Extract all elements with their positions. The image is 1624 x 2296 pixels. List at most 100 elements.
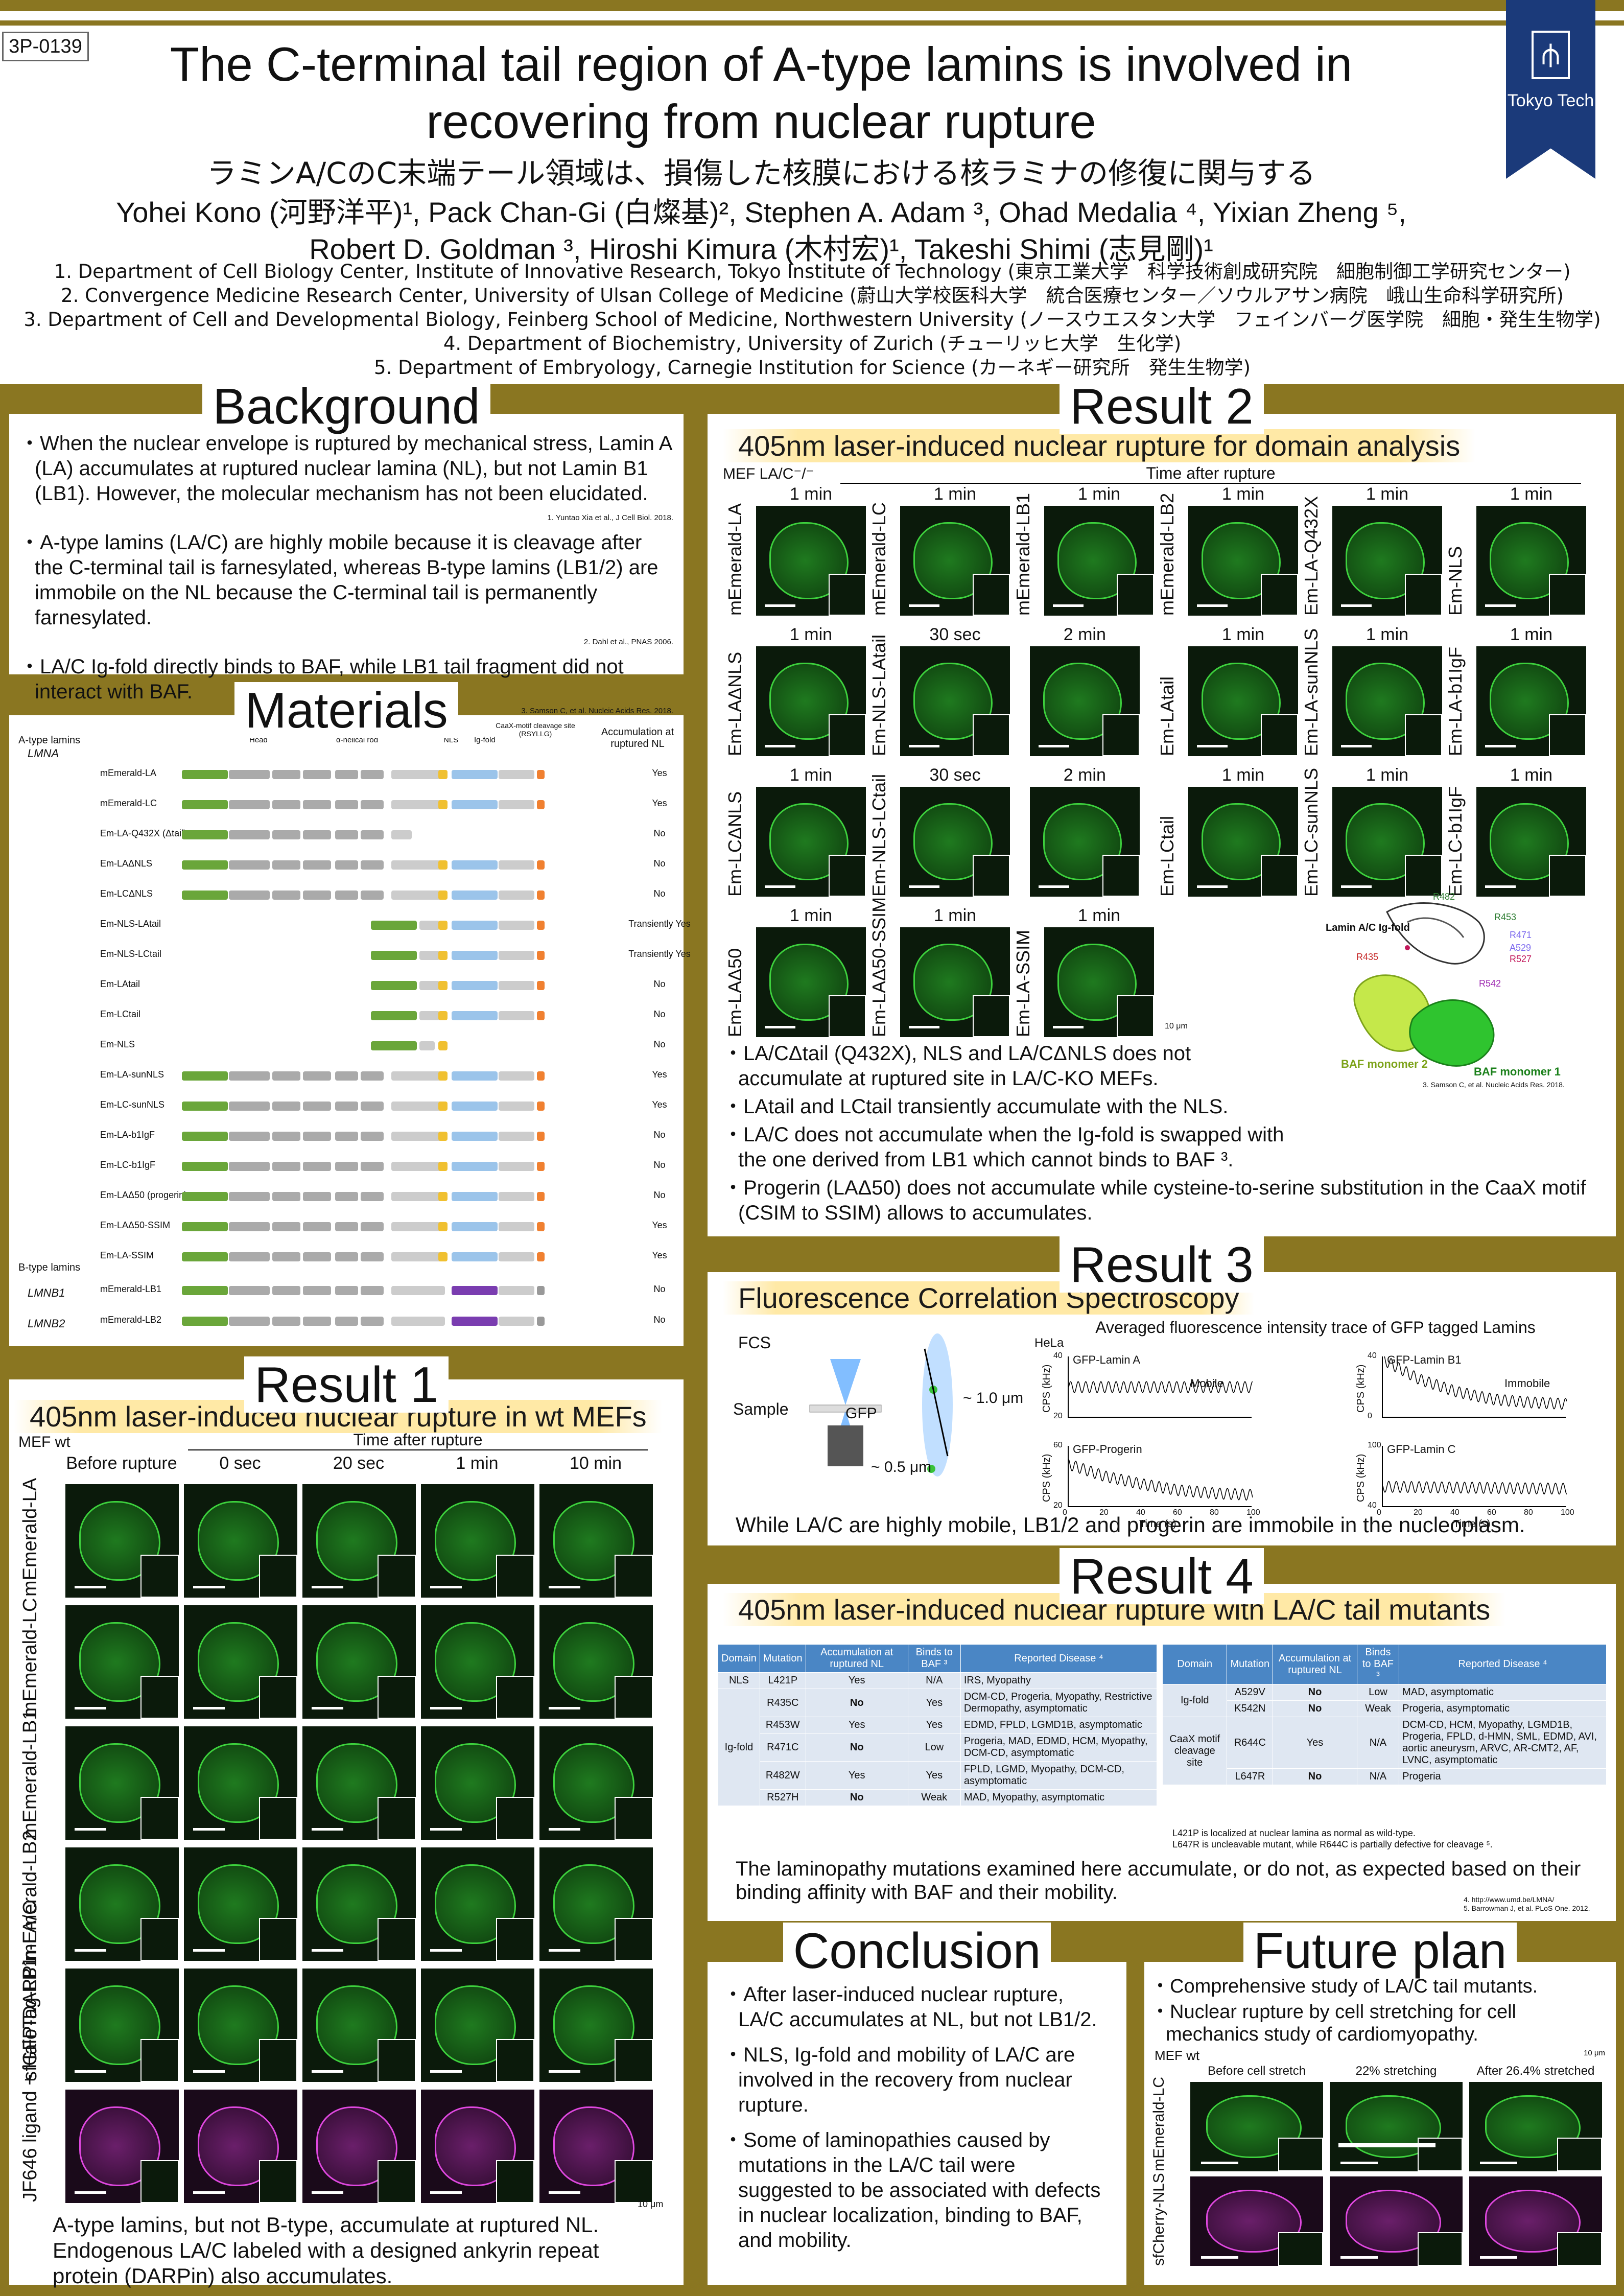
domain-segment	[182, 800, 228, 809]
domain-segment	[452, 1192, 498, 1201]
microscopy-image	[539, 1484, 653, 1598]
domain-segment	[182, 1162, 228, 1171]
construct-name: Em-LCΔNLS	[100, 888, 153, 899]
domain-segment	[303, 770, 331, 779]
microscopy-image	[1190, 2082, 1323, 2171]
scale-bar	[548, 2191, 580, 2194]
microscopy-image	[184, 2090, 297, 2203]
column-header: Reported Disease ⁴	[1399, 1644, 1607, 1684]
baf-monomer-2-label: BAF monomer 2	[1341, 1058, 1428, 1070]
construct-name: Em-LAΔNLS	[100, 858, 153, 869]
domain-segment	[229, 891, 270, 900]
domain-segment	[537, 1132, 545, 1141]
y-tick-label: 40	[1053, 1351, 1063, 1360]
domain-segment	[303, 1192, 331, 1201]
table-note: L647R is uncleavable mutant, while R644C…	[1172, 1839, 1493, 1849]
domain-segment	[537, 1011, 545, 1020]
reference: 1. Yuntao Xia et al., J Cell Biol. 2018.	[547, 513, 673, 522]
bullet: ・LA/C Ig-fold directly binds to BAF, whi…	[19, 655, 624, 703]
reference: 3. Samson C, et al. Nucleic Acids Res. 2…	[521, 707, 673, 715]
domain-segment	[438, 891, 448, 900]
microscopy-image	[756, 787, 866, 897]
domain-segment	[438, 800, 448, 809]
zoom-inset	[614, 1917, 653, 1961]
microscopy-image	[539, 1605, 653, 1719]
column-label: 1 min	[456, 1454, 499, 1473]
domain-segment	[452, 1252, 498, 1261]
future-panel: ・Comprehensive study of LA/C tail mutant…	[1144, 1962, 1616, 2285]
result3-title: Result 3	[708, 1236, 1616, 1293]
result2-bullets: ・LA/CΔtail (Q432X), NLS and LA/CΔNLS doe…	[723, 1041, 1591, 1229]
affiliation: 5. Department of Embryology, Carnegie In…	[374, 357, 1251, 379]
domain-segment	[272, 1162, 300, 1171]
microscopy-image	[65, 1847, 179, 1961]
time-label: 1 min	[789, 765, 833, 785]
domain-segment	[537, 1317, 545, 1326]
domain-label: Ig-fold	[474, 736, 496, 744]
trace-plot	[1068, 1459, 1253, 1501]
microscopy-image	[1332, 506, 1442, 616]
domain-segment	[537, 981, 545, 990]
fcs-plot-title: Averaged fluorescence intensity trace of…	[1095, 1318, 1536, 1337]
table-cell: Yes	[805, 1761, 908, 1790]
scale-bar	[430, 2070, 462, 2073]
x-tick-label: 80	[1210, 1508, 1219, 1517]
fcs-trace-chart	[1382, 1446, 1567, 1507]
construct-row: Em-LAΔ50 (progerin) No	[18, 1186, 693, 1206]
scale-bar	[430, 1828, 462, 1831]
poster-header	[0, 0, 1624, 388]
baf-monomer-1-label: BAF monomer 1	[1474, 1065, 1561, 1078]
structure-title: Lamin A/C Ig-fold	[1326, 922, 1410, 933]
bullet: ・When the nuclear envelope is ruptured b…	[19, 432, 672, 505]
construct-row: Em-LAΔ50-SSIM Yes	[18, 1216, 693, 1236]
domain-segment	[229, 1192, 270, 1201]
construct-row: Em-LA-Q432X (Δtail) No	[18, 824, 693, 845]
domain-segment	[499, 1102, 534, 1111]
table-header-row: Domain Mutation Accumulation at ruptured N…	[718, 1644, 1158, 1673]
construct-row: Em-LA-b1IgF No	[18, 1126, 693, 1146]
scale-bar	[1197, 885, 1228, 888]
accumulation-value: No	[653, 1190, 666, 1200]
construct-name: mEmerald-LC	[100, 798, 157, 808]
microscopy-image	[539, 1969, 653, 2082]
domain-segment	[182, 1071, 228, 1081]
zoom-inset	[1278, 2232, 1323, 2266]
fcs-trace-chart	[1382, 1353, 1567, 1418]
microscopy-image	[1476, 787, 1586, 897]
accumulation-value: No	[653, 979, 666, 989]
microscopy-image	[184, 1726, 297, 1840]
table-cell: IRS, Myopathy	[960, 1672, 1158, 1689]
scale-bar	[1053, 1025, 1084, 1028]
domain-segment	[537, 770, 545, 779]
construct-name: mEmerald-LA	[100, 768, 157, 778]
table-header-row: Domain Mutation Accumulation at ruptured N…	[1162, 1644, 1607, 1684]
domain-segment	[499, 981, 534, 990]
construct-name: Em-NLS-LCtail	[100, 949, 162, 959]
domain-segment	[499, 1011, 534, 1020]
accumulation-value: Transiently Yes	[628, 949, 691, 959]
domain-segment	[371, 1041, 417, 1050]
stretch-arrow-icon	[1338, 2143, 1435, 2147]
x-tick-label: 60	[1487, 1508, 1496, 1517]
microscopy-image	[539, 1847, 653, 1961]
scale-bar	[311, 1828, 343, 1831]
zoom-inset	[614, 1796, 653, 1840]
domain-segment	[335, 1317, 358, 1326]
scale-bar	[548, 1707, 580, 1710]
domain-segment	[499, 921, 534, 930]
construct-row: Em-LAtail No	[18, 975, 693, 995]
y-tick-label: 40	[1368, 1501, 1377, 1510]
cell-line-label: MEF wt	[1155, 2048, 1200, 2063]
bullet: ・LA/C does not accumulate when the Ig-fo…	[723, 1123, 1284, 1171]
scale-bar	[193, 1586, 225, 1589]
zoom-inset	[1417, 2137, 1463, 2171]
scale-bar	[311, 1949, 343, 1952]
domain-segment	[452, 981, 498, 990]
zoom-inset	[496, 2039, 534, 2082]
y-axis-label: CPS (kHz)	[1355, 1454, 1367, 1502]
table-cell: Yes	[1273, 1717, 1357, 1769]
zoom-inset	[496, 1675, 534, 1719]
domain-segment	[272, 1222, 300, 1231]
zoom-inset	[828, 574, 866, 616]
domain-segment	[182, 1222, 228, 1231]
